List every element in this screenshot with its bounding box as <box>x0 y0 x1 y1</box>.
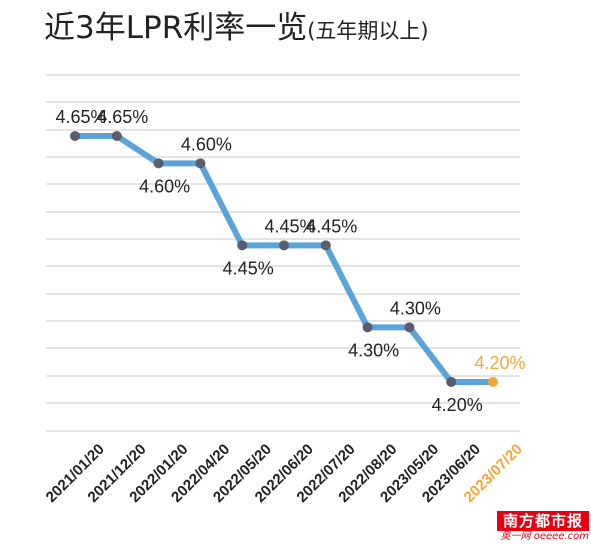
data-label: 4.65% <box>55 107 106 127</box>
data-point <box>153 158 164 169</box>
data-point <box>404 322 415 333</box>
x-axis-tick-labels: 2021/01/202021/12/202022/01/202022/04/20… <box>43 441 526 506</box>
newspaper-logo: 南方都市报 <box>497 511 589 531</box>
data-point <box>488 377 498 387</box>
data-label: 4.65% <box>97 107 148 127</box>
data-point <box>362 322 373 333</box>
data-point <box>446 377 457 387</box>
data-label: 4.20% <box>432 395 483 415</box>
data-label: 4.30% <box>348 340 399 360</box>
data-point <box>279 240 289 251</box>
data-label: 4.60% <box>139 176 190 196</box>
series-line <box>72 133 496 385</box>
data-point <box>320 240 331 251</box>
data-point <box>237 240 248 251</box>
data-label: 4.45% <box>264 216 315 236</box>
data-labels: 4.65%4.65%4.60%4.60%4.45%4.45%4.45%4.30%… <box>55 107 525 415</box>
data-point <box>195 158 206 169</box>
data-label: 4.30% <box>390 298 441 318</box>
site-url-watermark: 奥一网 oeeee.com <box>500 531 589 542</box>
data-label: 4.45% <box>223 258 274 278</box>
data-label: 4.60% <box>181 134 232 154</box>
series-line-path <box>72 133 496 385</box>
data-label: 4.20% <box>474 353 525 373</box>
data-point <box>111 131 122 141</box>
data-points <box>70 131 498 387</box>
data-point <box>70 131 80 141</box>
grid-lines <box>46 74 520 432</box>
chart-title: 近3年LPR利率一览(五年期以上) <box>44 10 429 46</box>
data-label: 4.45% <box>306 216 357 236</box>
